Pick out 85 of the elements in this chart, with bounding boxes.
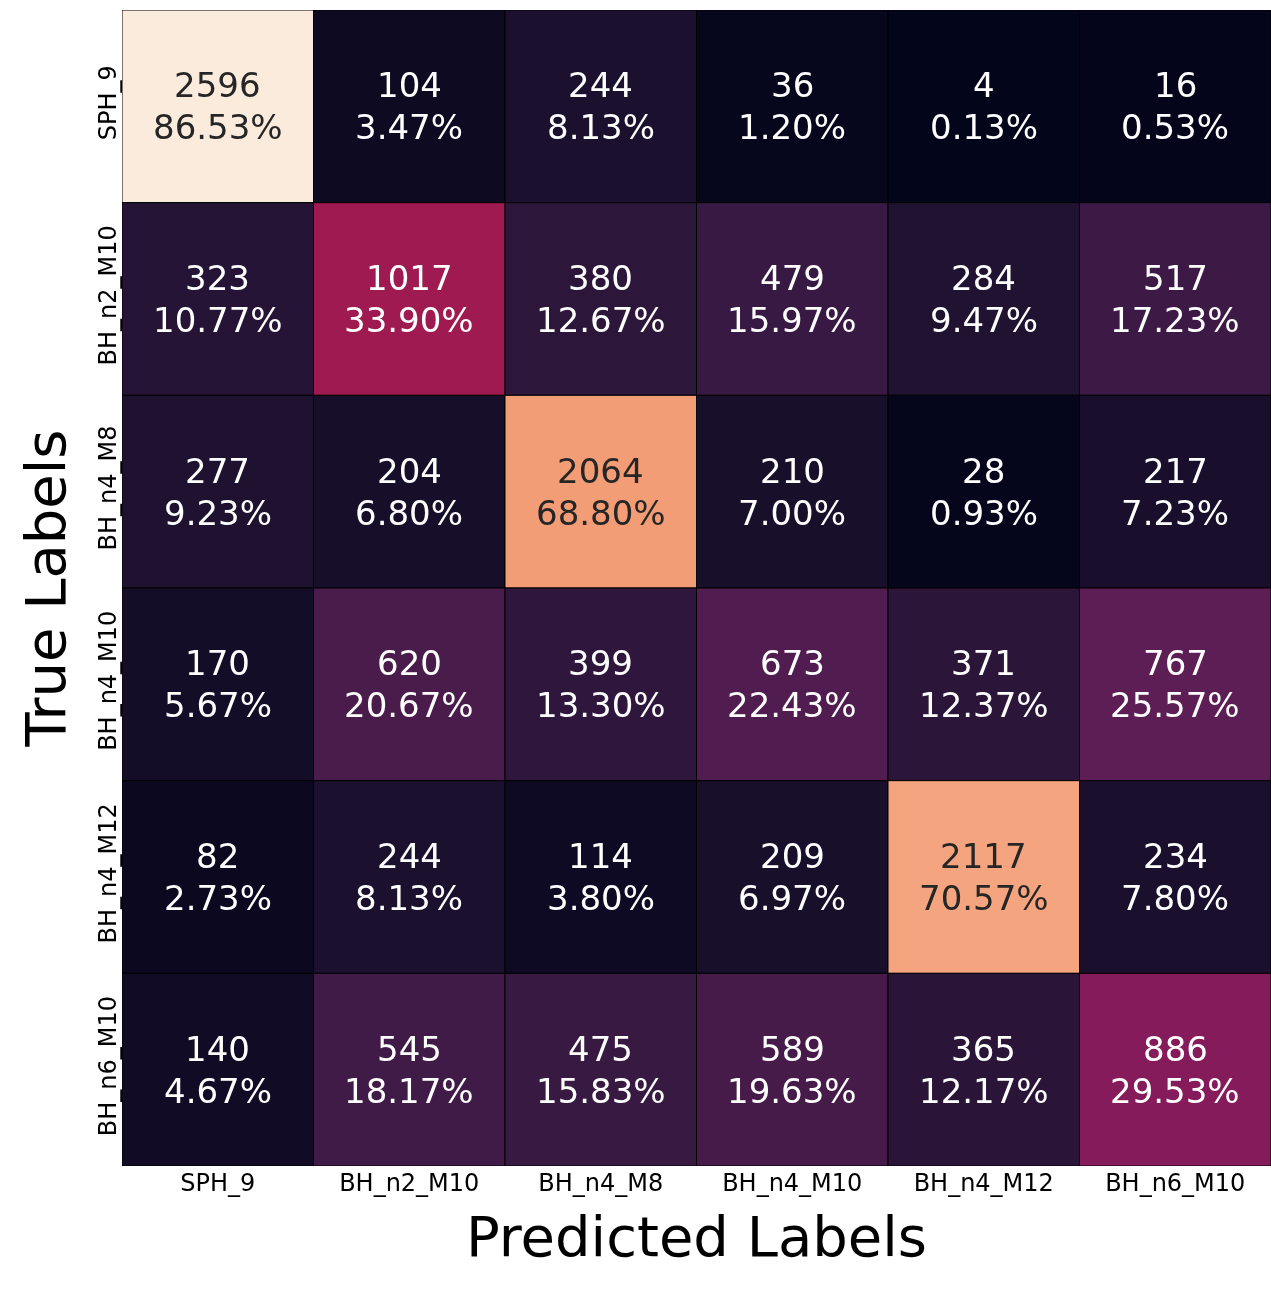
data-label: 2117	[940, 836, 1027, 876]
annotation: 12.17%	[919, 1071, 1049, 1111]
annotation: 9.47%	[930, 300, 1039, 340]
annotation: 6.80%	[355, 493, 464, 533]
data-label: 1017	[366, 258, 453, 298]
annotation: 22.43%	[727, 685, 857, 725]
annotation: 12.67%	[536, 300, 666, 340]
data-label: 380	[568, 258, 633, 298]
annotation: 7.80%	[1121, 878, 1230, 918]
annotation: 29.53%	[1110, 1071, 1240, 1111]
data-label: 234	[1143, 836, 1208, 876]
annotation: 2.73%	[164, 878, 273, 918]
data-label: 517	[1143, 258, 1208, 298]
data-label: 545	[377, 1029, 442, 1069]
data-label: 244	[568, 65, 633, 105]
y-axis-title: True Labels	[13, 429, 79, 748]
annotation: 8.13%	[355, 878, 464, 918]
y-tick-label: BH_n4_M8	[94, 425, 123, 551]
annotation: 8.13%	[547, 107, 656, 147]
annotation: 1.20%	[738, 107, 847, 147]
data-label: 673	[760, 643, 825, 683]
annotation: 25.57%	[1110, 685, 1240, 725]
data-label: 589	[760, 1029, 825, 1069]
annotation: 68.80%	[536, 493, 666, 533]
data-label: 2596	[174, 65, 261, 105]
y-tick-label: BH_n4_M10	[94, 610, 123, 751]
annotation: 13.30%	[536, 685, 666, 725]
annotation: 15.97%	[727, 300, 857, 340]
data-label: 277	[185, 451, 250, 491]
annotation: 17.23%	[1110, 300, 1240, 340]
annotation: 18.17%	[344, 1071, 474, 1111]
annotation: 5.67%	[164, 685, 273, 725]
data-label: 28	[962, 451, 1006, 491]
data-label: 323	[185, 258, 250, 298]
x-tick-label: BH_n4_M8	[538, 1169, 664, 1197]
x-tick-label: SPH_9	[180, 1169, 256, 1197]
data-label: 16	[1154, 65, 1198, 105]
annotation: 20.67%	[344, 685, 474, 725]
data-label: 36	[771, 65, 815, 105]
annotation: 10.77%	[153, 300, 283, 340]
data-label: 217	[1143, 451, 1208, 491]
data-label: 284	[951, 258, 1016, 298]
annotation: 70.57%	[919, 878, 1049, 918]
annotation: 0.13%	[930, 107, 1039, 147]
data-label: 204	[377, 451, 442, 491]
annotation: 19.63%	[727, 1071, 857, 1111]
data-label: 209	[760, 836, 825, 876]
data-label: 371	[951, 643, 1016, 683]
annotation: 3.80%	[547, 878, 656, 918]
annotation: 6.97%	[738, 878, 847, 918]
data-label: 767	[1143, 643, 1208, 683]
annotation: 33.90%	[344, 300, 474, 340]
x-axis-title: Predicted Labels	[466, 1203, 927, 1269]
annotation: 0.93%	[930, 493, 1039, 533]
data-label: 620	[377, 643, 442, 683]
x-tick-label: BH_n4_M12	[913, 1169, 1054, 1197]
data-label: 479	[760, 258, 825, 298]
data-label: 244	[377, 836, 442, 876]
annotation: 9.23%	[164, 493, 273, 533]
data-label: 114	[568, 836, 633, 876]
y-tick-label: BH_n2_M10	[94, 225, 123, 366]
data-label: 4	[973, 65, 995, 105]
data-label: 104	[377, 65, 442, 105]
annotation: 86.53%	[153, 107, 283, 147]
annotation: 15.83%	[536, 1071, 666, 1111]
data-label: 399	[568, 643, 633, 683]
x-tick-label: BH_n6_M10	[1105, 1169, 1246, 1197]
y-tick-label: BH_n4_M12	[94, 803, 123, 944]
x-tick-label: BH_n2_M10	[339, 1169, 480, 1197]
annotation: 7.23%	[1121, 493, 1230, 533]
annotation: 3.47%	[355, 107, 464, 147]
data-label: 2064	[557, 451, 644, 491]
annotation: 4.67%	[164, 1071, 273, 1111]
y-tick-label: SPH_9	[94, 65, 123, 141]
annotation: 0.53%	[1121, 107, 1230, 147]
data-label: 475	[568, 1029, 633, 1069]
data-label: 82	[196, 836, 240, 876]
annotation: 12.37%	[919, 685, 1049, 725]
annotation: 7.00%	[738, 493, 847, 533]
data-label: 365	[951, 1029, 1016, 1069]
data-label: 210	[760, 451, 825, 491]
data-label: 886	[1143, 1029, 1208, 1069]
data-label: 170	[185, 643, 250, 683]
x-tick-label: BH_n4_M10	[722, 1169, 863, 1197]
data-label: 140	[185, 1029, 250, 1069]
